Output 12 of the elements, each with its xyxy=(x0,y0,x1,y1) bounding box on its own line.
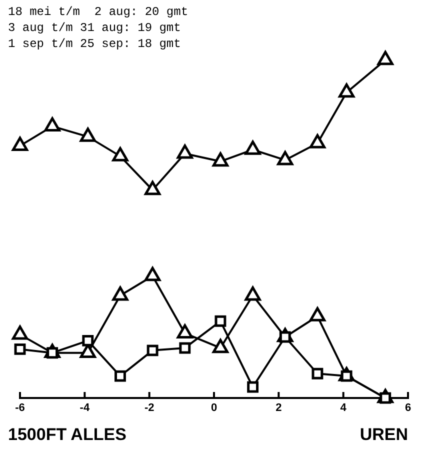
x-tick-label: -6 xyxy=(15,402,25,414)
text: 1500FT ALLES xyxy=(8,425,126,444)
x-tick-label: 6 xyxy=(404,402,412,414)
x-tick-label: 2 xyxy=(276,402,282,414)
text: 3 aug t/m 31 aug: 19 gmt xyxy=(8,21,181,35)
x-axis-title: UREN xyxy=(360,425,408,444)
x-tick-label: -4 xyxy=(80,402,90,414)
x-tick-label: 4 xyxy=(340,402,348,414)
x-tick-label: 0 xyxy=(210,402,218,414)
text: 18 mei t/m 2 aug: 20 gmt xyxy=(8,5,188,19)
text: 1 sep t/m 25 sep: 18 gmt xyxy=(8,37,181,51)
x-tick-label: -2 xyxy=(144,402,154,414)
